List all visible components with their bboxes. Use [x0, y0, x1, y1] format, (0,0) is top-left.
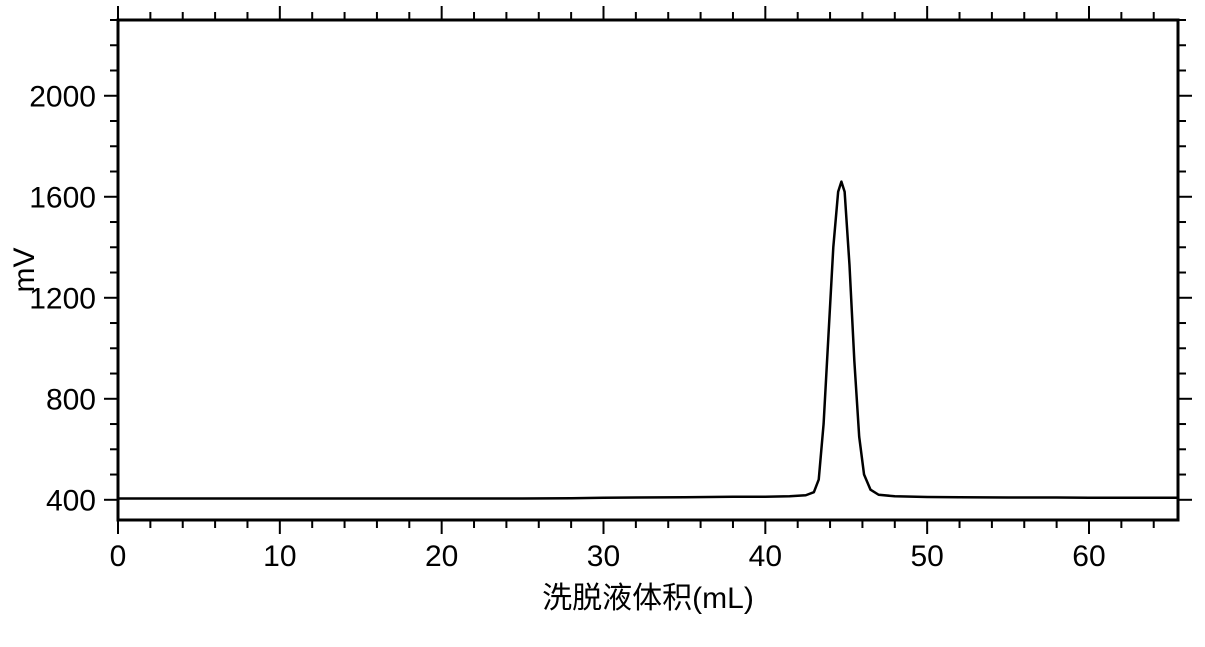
x-tick-label: 30 — [587, 540, 620, 573]
chart-canvas: 0102030405060洗脱液体积(mL)400800120016002000… — [0, 0, 1205, 647]
x-tick-label: 60 — [1072, 540, 1105, 573]
x-axis-label: 洗脱液体积(mL) — [542, 582, 754, 615]
y-tick-label: 2000 — [29, 80, 96, 113]
x-tick-label: 50 — [910, 540, 943, 573]
y-tick-label: 1600 — [29, 181, 96, 214]
x-tick-label: 20 — [425, 540, 458, 573]
y-tick-label: 800 — [46, 383, 96, 416]
y-axis-label: mV — [8, 248, 41, 293]
y-tick-label: 400 — [46, 484, 96, 517]
x-tick-label: 40 — [749, 540, 782, 573]
x-tick-label: 0 — [110, 540, 127, 573]
x-tick-label: 10 — [263, 540, 296, 573]
chromatogram-chart: 0102030405060洗脱液体积(mL)400800120016002000… — [0, 0, 1205, 647]
